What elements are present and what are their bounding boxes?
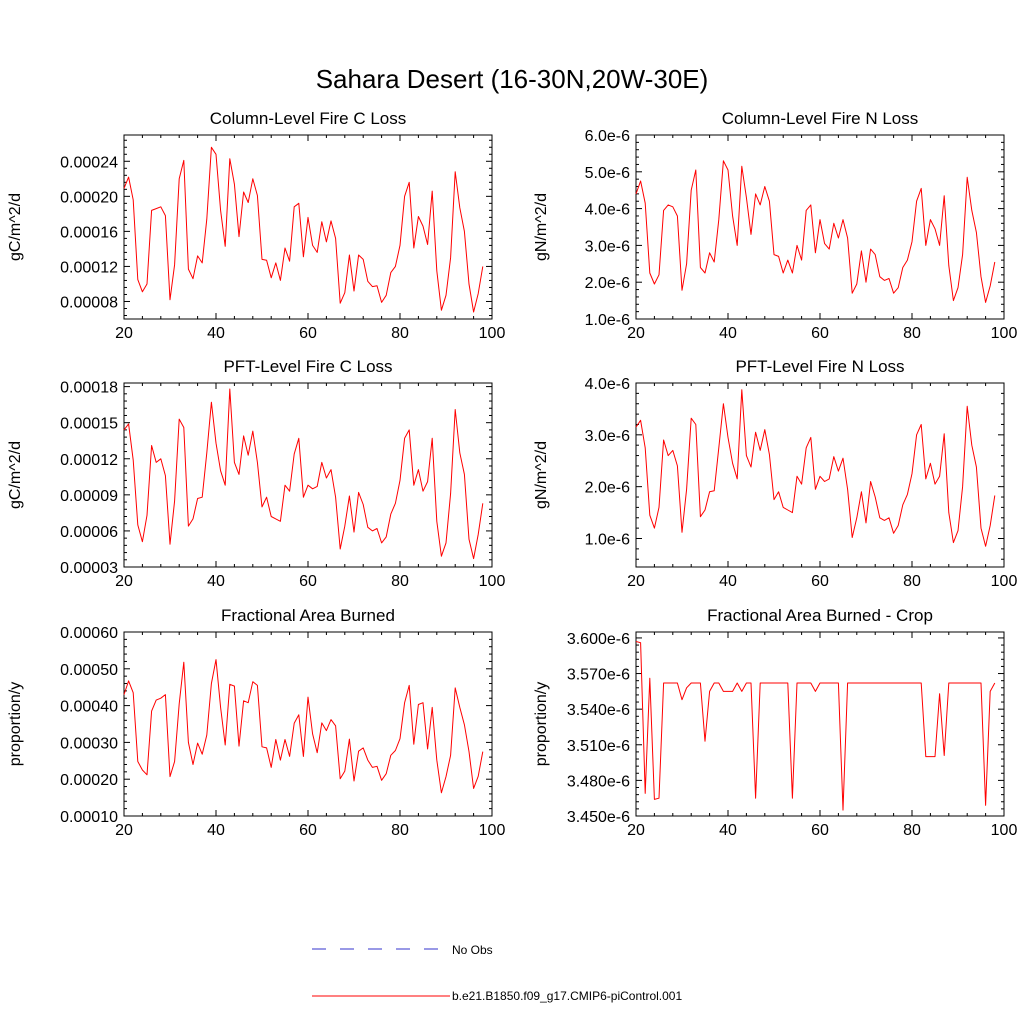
x-tick-label: 80 (391, 325, 409, 342)
panel-title: PFT-Level Fire C Loss (223, 357, 392, 376)
x-tick-label: 80 (391, 573, 409, 590)
panel-title: Fractional Area Burned - Crop (707, 606, 933, 625)
y-tick-label: 3.540e-6 (567, 702, 630, 719)
x-tick-label: 20 (115, 822, 133, 839)
y-tick-label: 3.570e-6 (567, 667, 630, 684)
x-tick-label: 60 (299, 573, 317, 590)
y-tick-label: 0.00012 (60, 259, 118, 276)
y-tick-label: 0.00006 (60, 524, 118, 541)
series-line-model (123, 388, 484, 560)
y-tick-label: 0.00008 (60, 294, 118, 311)
plot-frame (123, 631, 493, 817)
y-tick-label: 0.00024 (60, 154, 118, 171)
x-tick-label: 80 (903, 822, 921, 839)
x-tick-label: 100 (479, 573, 506, 590)
x-tick-label: 80 (391, 822, 409, 839)
x-tick-label: 60 (811, 573, 829, 590)
legend-obs-label: No Obs (452, 943, 493, 957)
plot-frame (635, 382, 1005, 568)
series-line-model (635, 641, 996, 811)
x-tick-label: 100 (991, 573, 1018, 590)
y-tick-label: 4.0e-6 (585, 376, 630, 393)
y-tick-label: 3.450e-6 (567, 809, 630, 826)
chart-panel-1: Column-Level Fire C Loss gC/m^2/d 20 40 60 80… (7, 109, 505, 342)
y-tick-label: 0.00015 (60, 416, 118, 433)
y-tick-label: 0.00018 (60, 380, 118, 397)
panels: Column-Level Fire C Loss gC/m^2/d 20 40 60 80… (7, 109, 1017, 839)
panel-title: Column-Level Fire C Loss (210, 109, 407, 128)
y-tick-label: 0.00009 (60, 488, 118, 505)
x-tick-label: 60 (299, 822, 317, 839)
series-line-model (635, 160, 996, 303)
chart-panel-3: PFT-Level Fire C Loss gC/m^2/d 20 40 60 80 100… (7, 357, 505, 590)
chart-panel-4: PFT-Level Fire N Loss gN/m^2/d 20 40 60 80 100… (533, 357, 1017, 590)
y-axis-label: gC/m^2/d (7, 441, 24, 509)
chart-panel-5: Fractional Area Burned proportion/y 20 40 60… (7, 606, 505, 839)
x-tick-label: 100 (991, 325, 1018, 342)
x-tick-label: 20 (627, 822, 645, 839)
y-tick-label: 0.00040 (60, 699, 118, 716)
series-line-model (123, 146, 484, 313)
y-tick-label: 3.480e-6 (567, 773, 630, 790)
x-tick-label: 80 (903, 325, 921, 342)
x-tick-label: 40 (207, 822, 225, 839)
x-tick-label: 60 (811, 325, 829, 342)
x-tick-label: 40 (719, 325, 737, 342)
y-tick-label: 4.0e-6 (585, 202, 630, 219)
y-tick-label: 3.600e-6 (567, 631, 630, 648)
y-tick-label: 3.0e-6 (585, 428, 630, 445)
x-tick-label: 60 (811, 822, 829, 839)
y-tick-label: 2.0e-6 (585, 275, 630, 292)
x-tick-label: 60 (299, 325, 317, 342)
x-tick-label: 100 (479, 325, 506, 342)
y-tick-label: 0.00020 (60, 772, 118, 789)
y-tick-label: 5.0e-6 (585, 165, 630, 182)
x-tick-label: 40 (719, 573, 737, 590)
panel-title: Fractional Area Burned (221, 606, 395, 625)
y-axis-label: proportion/y (7, 682, 24, 767)
y-tick-label: 0.00050 (60, 662, 118, 679)
y-tick-label: 0.00003 (60, 560, 118, 577)
plot-frame (635, 134, 1005, 320)
panel-title: PFT-Level Fire N Loss (735, 357, 904, 376)
y-axis-label: gC/m^2/d (7, 193, 24, 261)
figure-title: Sahara Desert (16-30N,20W-30E) (316, 64, 709, 94)
y-tick-label: 3.0e-6 (585, 238, 630, 255)
y-tick-label: 0.00060 (60, 625, 118, 642)
chart-panel-6: Fractional Area Burned - Crop proportion/… (533, 606, 1017, 839)
y-tick-label: 0.00020 (60, 189, 118, 206)
plot-frame (635, 631, 1005, 817)
y-tick-label: 0.00030 (60, 735, 118, 752)
y-tick-label: 3.510e-6 (567, 738, 630, 755)
legend: No Obs b.e21.B1850.f09_g17.CMIP6-piContr… (312, 943, 682, 1003)
y-tick-label: 1.0e-6 (585, 312, 630, 329)
y-tick-label: 0.00010 (60, 809, 118, 826)
x-tick-label: 40 (719, 822, 737, 839)
y-axis-label: gN/m^2/d (533, 193, 550, 261)
x-tick-label: 100 (991, 822, 1018, 839)
legend-model-label: b.e21.B1850.f09_g17.CMIP6-piControl.001 (452, 989, 682, 1003)
x-tick-label: 20 (115, 573, 133, 590)
panel-title: Column-Level Fire N Loss (722, 109, 919, 128)
series-line-model (635, 389, 996, 547)
x-tick-label: 20 (627, 573, 645, 590)
y-axis-label: gN/m^2/d (533, 441, 550, 509)
y-tick-label: 2.0e-6 (585, 480, 630, 497)
y-tick-label: 0.00016 (60, 224, 118, 241)
x-tick-label: 40 (207, 325, 225, 342)
y-tick-label: 6.0e-6 (585, 128, 630, 145)
x-tick-label: 100 (479, 822, 506, 839)
y-tick-label: 0.00012 (60, 452, 118, 469)
y-tick-label: 1.0e-6 (585, 531, 630, 548)
plot-frame (123, 134, 493, 320)
x-tick-label: 20 (627, 325, 645, 342)
series-line-model (123, 659, 484, 794)
x-tick-label: 80 (903, 573, 921, 590)
x-tick-label: 20 (115, 325, 133, 342)
chart-panel-2: Column-Level Fire N Loss gN/m^2/d 20 40 60 80… (533, 109, 1017, 342)
x-tick-label: 40 (207, 573, 225, 590)
plot-frame (123, 382, 493, 568)
y-axis-label: proportion/y (533, 682, 550, 767)
